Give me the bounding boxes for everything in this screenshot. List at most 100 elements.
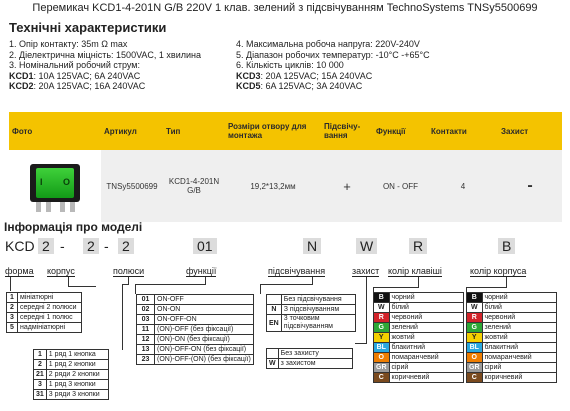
color-code: R — [373, 312, 390, 323]
code-key-color: R — [409, 238, 428, 254]
col-header-function: Функції — [373, 112, 428, 150]
page-title: Перемикач KCD1-4-201N G/B 220V 1 клав. з… — [32, 2, 538, 14]
specs-heading: Технічні характеристики — [9, 20, 167, 35]
color-code: G — [466, 322, 483, 333]
col-header-size: Розміри отвору для монтажа — [225, 112, 321, 150]
spec-line: 3. Номінальний робочий струм: — [9, 60, 140, 70]
color-code: Y — [373, 332, 390, 343]
col-header-photo: Фото — [9, 112, 101, 150]
specs-right: 4. Максимальна робоча напруга: 220V-240V… — [236, 39, 430, 92]
color-code: O — [466, 352, 483, 363]
color-name: жовтий — [481, 332, 557, 343]
cell-type: KCD1-4-201N G/B — [163, 150, 225, 222]
table-row: I O TNSy5500699 KCD1-4-201N G/B 19,2*13,… — [9, 150, 562, 222]
color-code: C — [466, 372, 483, 383]
list-item: 5 надмініатюрні — [6, 322, 82, 333]
list-item: EN 3 точковим підсвічуванням — [266, 314, 356, 332]
col-header-backlight: Підсвічу- вання — [321, 112, 373, 150]
color-code: W — [466, 302, 483, 313]
cell-protection: - — [498, 150, 562, 222]
label-protection: захист — [352, 266, 380, 277]
color-code: R — [466, 312, 483, 323]
code-poles: 2 — [118, 238, 134, 254]
spec-kcd3: KCD3: 20A 125VAC; 15A 240VAC — [236, 70, 373, 81]
color-name: червоний — [388, 312, 464, 323]
switch-on-mark: I — [40, 177, 43, 187]
spec-kcd2: KCD2: 20A 125VAC; 16A 240VAC — [9, 81, 146, 91]
switch-off-mark: O — [62, 177, 70, 187]
spec-line: 5. Діапазон робочих температур: -10°C -+… — [236, 49, 430, 60]
model-info-heading: Інформація про моделі — [4, 220, 143, 234]
code-body-color: B — [498, 238, 516, 254]
list-item: 03 ON-OFF-ON — [136, 314, 254, 325]
color-name: коричневий — [388, 372, 464, 383]
label-body: корпус — [47, 266, 75, 277]
code-prefix: KCD — [5, 238, 35, 254]
spec-kcd5: KCD5: 6A 125VAC; 3A 240VAC — [236, 81, 363, 91]
color-name: білий — [388, 302, 464, 313]
color-name: помаранчевий — [388, 352, 464, 363]
spec-kcd1: KCD1: 10A 125VAC; 6A 240VAC — [9, 70, 141, 81]
list-item: 23 (ON)-OFF-(ON) (без фіксації) — [136, 354, 254, 365]
color-name: чорний — [388, 292, 464, 303]
color-name: коричневий — [481, 372, 557, 383]
color-code: B — [466, 292, 483, 303]
color-code: BL — [466, 342, 483, 353]
body-color-row: BL блакитний — [466, 342, 557, 353]
list-item: 2 середні 2 полюси — [6, 302, 82, 313]
form-list: 1 мініатюрні 2 середні 2 полюси 3 середні 1… — [6, 292, 82, 333]
col-header-article: Артикул — [101, 112, 163, 150]
list-item: 11 (ON)-OFF (без фіксації) — [136, 324, 254, 335]
key-color-row: BL блакитний — [373, 342, 464, 353]
table-header-row: Фото Артикул Тип Розміри отвору для монт… — [9, 112, 562, 150]
col-header-protection: Захист — [498, 112, 562, 150]
color-name: зелений — [481, 322, 557, 333]
code-form: 2 — [38, 238, 54, 254]
list-item: 3 середні 1 полюс — [6, 312, 82, 323]
color-code: G — [373, 322, 390, 333]
function-list: 01 ON-OFF 02 ON-ON 03 ON-OFF-ON 11 (ON)-OFF … — [136, 294, 254, 365]
color-code: O — [373, 352, 390, 363]
color-name: сірий — [388, 362, 464, 373]
product-table: Фото Артикул Тип Розміри отвору для монт… — [9, 112, 562, 222]
product-photo: I O — [9, 150, 101, 222]
code-dash: - — [104, 238, 109, 254]
code-body: 2 — [83, 238, 99, 254]
color-code: W — [373, 302, 390, 313]
list-item: 12 (ON)-ON (без фіксації) — [136, 334, 254, 345]
label-form: форма — [5, 266, 34, 277]
color-name: сірий — [481, 362, 557, 373]
code-backlight: N — [303, 238, 322, 254]
cell-contacts: 4 — [428, 150, 498, 222]
color-code: Y — [466, 332, 483, 343]
label-body-color: колір корпуса — [470, 266, 527, 277]
label-key-color: колір клавіші — [388, 266, 442, 277]
color-name: білий — [481, 302, 557, 313]
col-header-contacts: Контакти — [428, 112, 498, 150]
code-dash: - — [60, 238, 65, 254]
specs-left: 1. Опір контакту: 35m Ω max 2. Діелектри… — [9, 39, 201, 92]
list-item: 31 3 ряди 3 кнопки — [33, 389, 109, 400]
code-protection: W — [356, 238, 378, 254]
spec-line: 6. Кількість циклів: 10 000 — [236, 60, 344, 70]
color-name: блакитний — [481, 342, 557, 353]
spec-line: 4. Максимальна робоча напруга: 220V-240V — [236, 39, 420, 49]
label-backlight: підсвічування — [268, 266, 326, 277]
